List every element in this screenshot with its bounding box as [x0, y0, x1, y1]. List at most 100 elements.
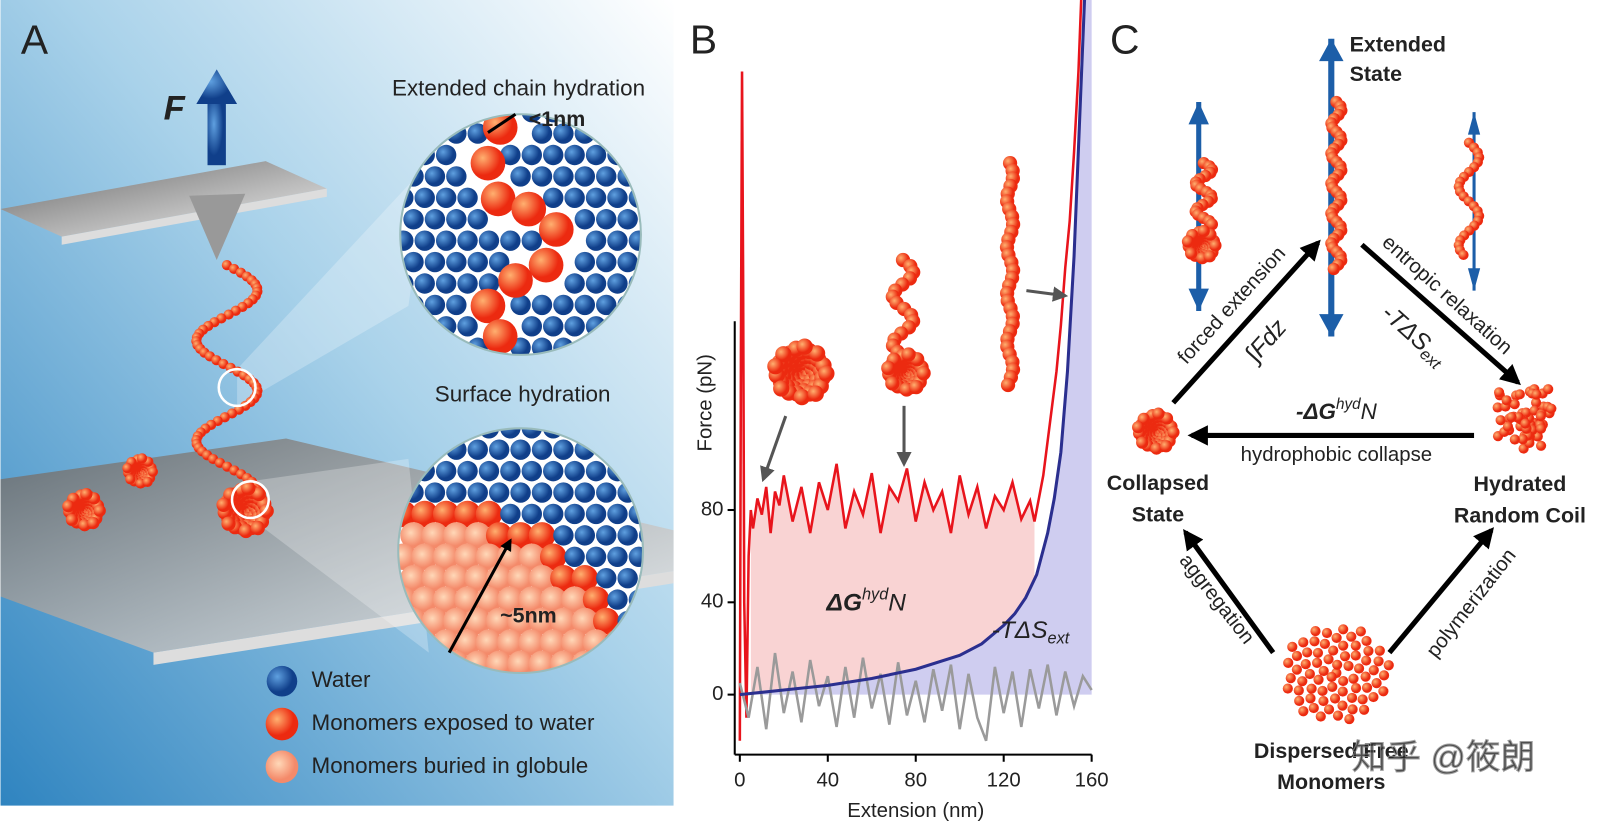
bead [1326, 671, 1337, 683]
bead [470, 288, 506, 324]
bead [1344, 713, 1355, 725]
bead [510, 482, 531, 503]
panel-label: A [21, 17, 49, 63]
bead [543, 144, 564, 166]
bead [414, 230, 435, 251]
bead [550, 564, 577, 592]
bead [596, 294, 617, 316]
bead [443, 522, 470, 549]
bead [1363, 645, 1374, 657]
bead [1308, 702, 1319, 714]
force-arrow-head [1319, 314, 1344, 337]
bead [457, 460, 478, 482]
bead [773, 380, 790, 397]
bead [398, 543, 417, 571]
term-sup: hyd [862, 586, 889, 604]
bead [617, 525, 638, 546]
bead [1513, 412, 1524, 423]
tip [189, 193, 246, 261]
bead [467, 439, 488, 460]
bead [617, 209, 638, 230]
bead [1329, 693, 1341, 704]
watermark: 知乎 @筱朗 [1352, 739, 1535, 777]
bead [585, 144, 607, 166]
bead [1150, 442, 1163, 455]
state-label: Extended [1350, 33, 1446, 57]
bead [1298, 637, 1309, 648]
size-arrow [487, 112, 517, 134]
legend-label: Water [312, 667, 371, 692]
bead [617, 568, 638, 589]
state-label: Random Coil [1454, 504, 1586, 528]
bead [901, 347, 916, 362]
bead [596, 209, 617, 230]
bead [818, 365, 835, 382]
bead [585, 546, 607, 567]
entropy-area [739, 0, 1092, 695]
bead [1298, 706, 1309, 717]
bead [475, 543, 503, 571]
bead [1306, 683, 1317, 694]
hydration-area [750, 463, 1035, 694]
bead [421, 607, 449, 635]
legend-swatch [266, 665, 298, 697]
process-arrow [1183, 529, 1276, 655]
bead [457, 230, 478, 251]
bead [454, 500, 481, 528]
bead [617, 251, 638, 273]
bead [596, 568, 617, 589]
bead [553, 294, 574, 316]
bead [443, 564, 470, 592]
bead [518, 543, 546, 571]
bead [564, 273, 585, 294]
bead [607, 187, 628, 209]
bead [1492, 402, 1503, 413]
term-sub: ext [1048, 630, 1071, 648]
bead [1315, 711, 1326, 722]
bead [628, 230, 641, 251]
bead [65, 513, 79, 527]
bead [435, 144, 457, 166]
bead [1167, 426, 1180, 439]
bead [1338, 640, 1349, 651]
bead [539, 543, 567, 571]
bead [400, 230, 414, 251]
bead [511, 191, 547, 227]
bead [528, 247, 564, 283]
bead [507, 522, 534, 549]
bead [885, 376, 900, 391]
bead [1535, 440, 1547, 451]
data-line [739, 0, 1087, 697]
bead [574, 209, 596, 230]
bead [1327, 262, 1340, 276]
bead [518, 586, 546, 613]
bead [1338, 675, 1349, 687]
bead [1159, 440, 1173, 453]
bead [1312, 657, 1323, 668]
cantilever-edge [61, 188, 327, 245]
bead [454, 629, 481, 656]
bead [521, 114, 543, 123]
bead [564, 316, 585, 337]
state-label: Hydrated [1474, 472, 1567, 496]
bead [793, 388, 811, 406]
bead [432, 586, 460, 613]
force-arrow-head [1319, 38, 1344, 62]
bead [435, 273, 457, 294]
bead [1312, 647, 1324, 659]
bead [596, 166, 617, 187]
bead [507, 564, 534, 592]
bead [414, 187, 435, 209]
bead [467, 123, 488, 144]
bead [1319, 638, 1330, 649]
bead [550, 607, 577, 635]
state-label: Dispersed Free [1254, 739, 1409, 763]
bead [1197, 224, 1210, 238]
bead [543, 460, 564, 482]
bead [457, 273, 478, 294]
bead [916, 366, 931, 381]
force-label: F [164, 89, 186, 127]
bead [1501, 395, 1512, 406]
bead [574, 525, 596, 546]
